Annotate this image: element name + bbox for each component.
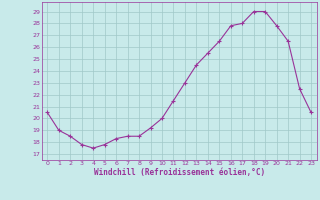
X-axis label: Windchill (Refroidissement éolien,°C): Windchill (Refroidissement éolien,°C): [94, 168, 265, 177]
